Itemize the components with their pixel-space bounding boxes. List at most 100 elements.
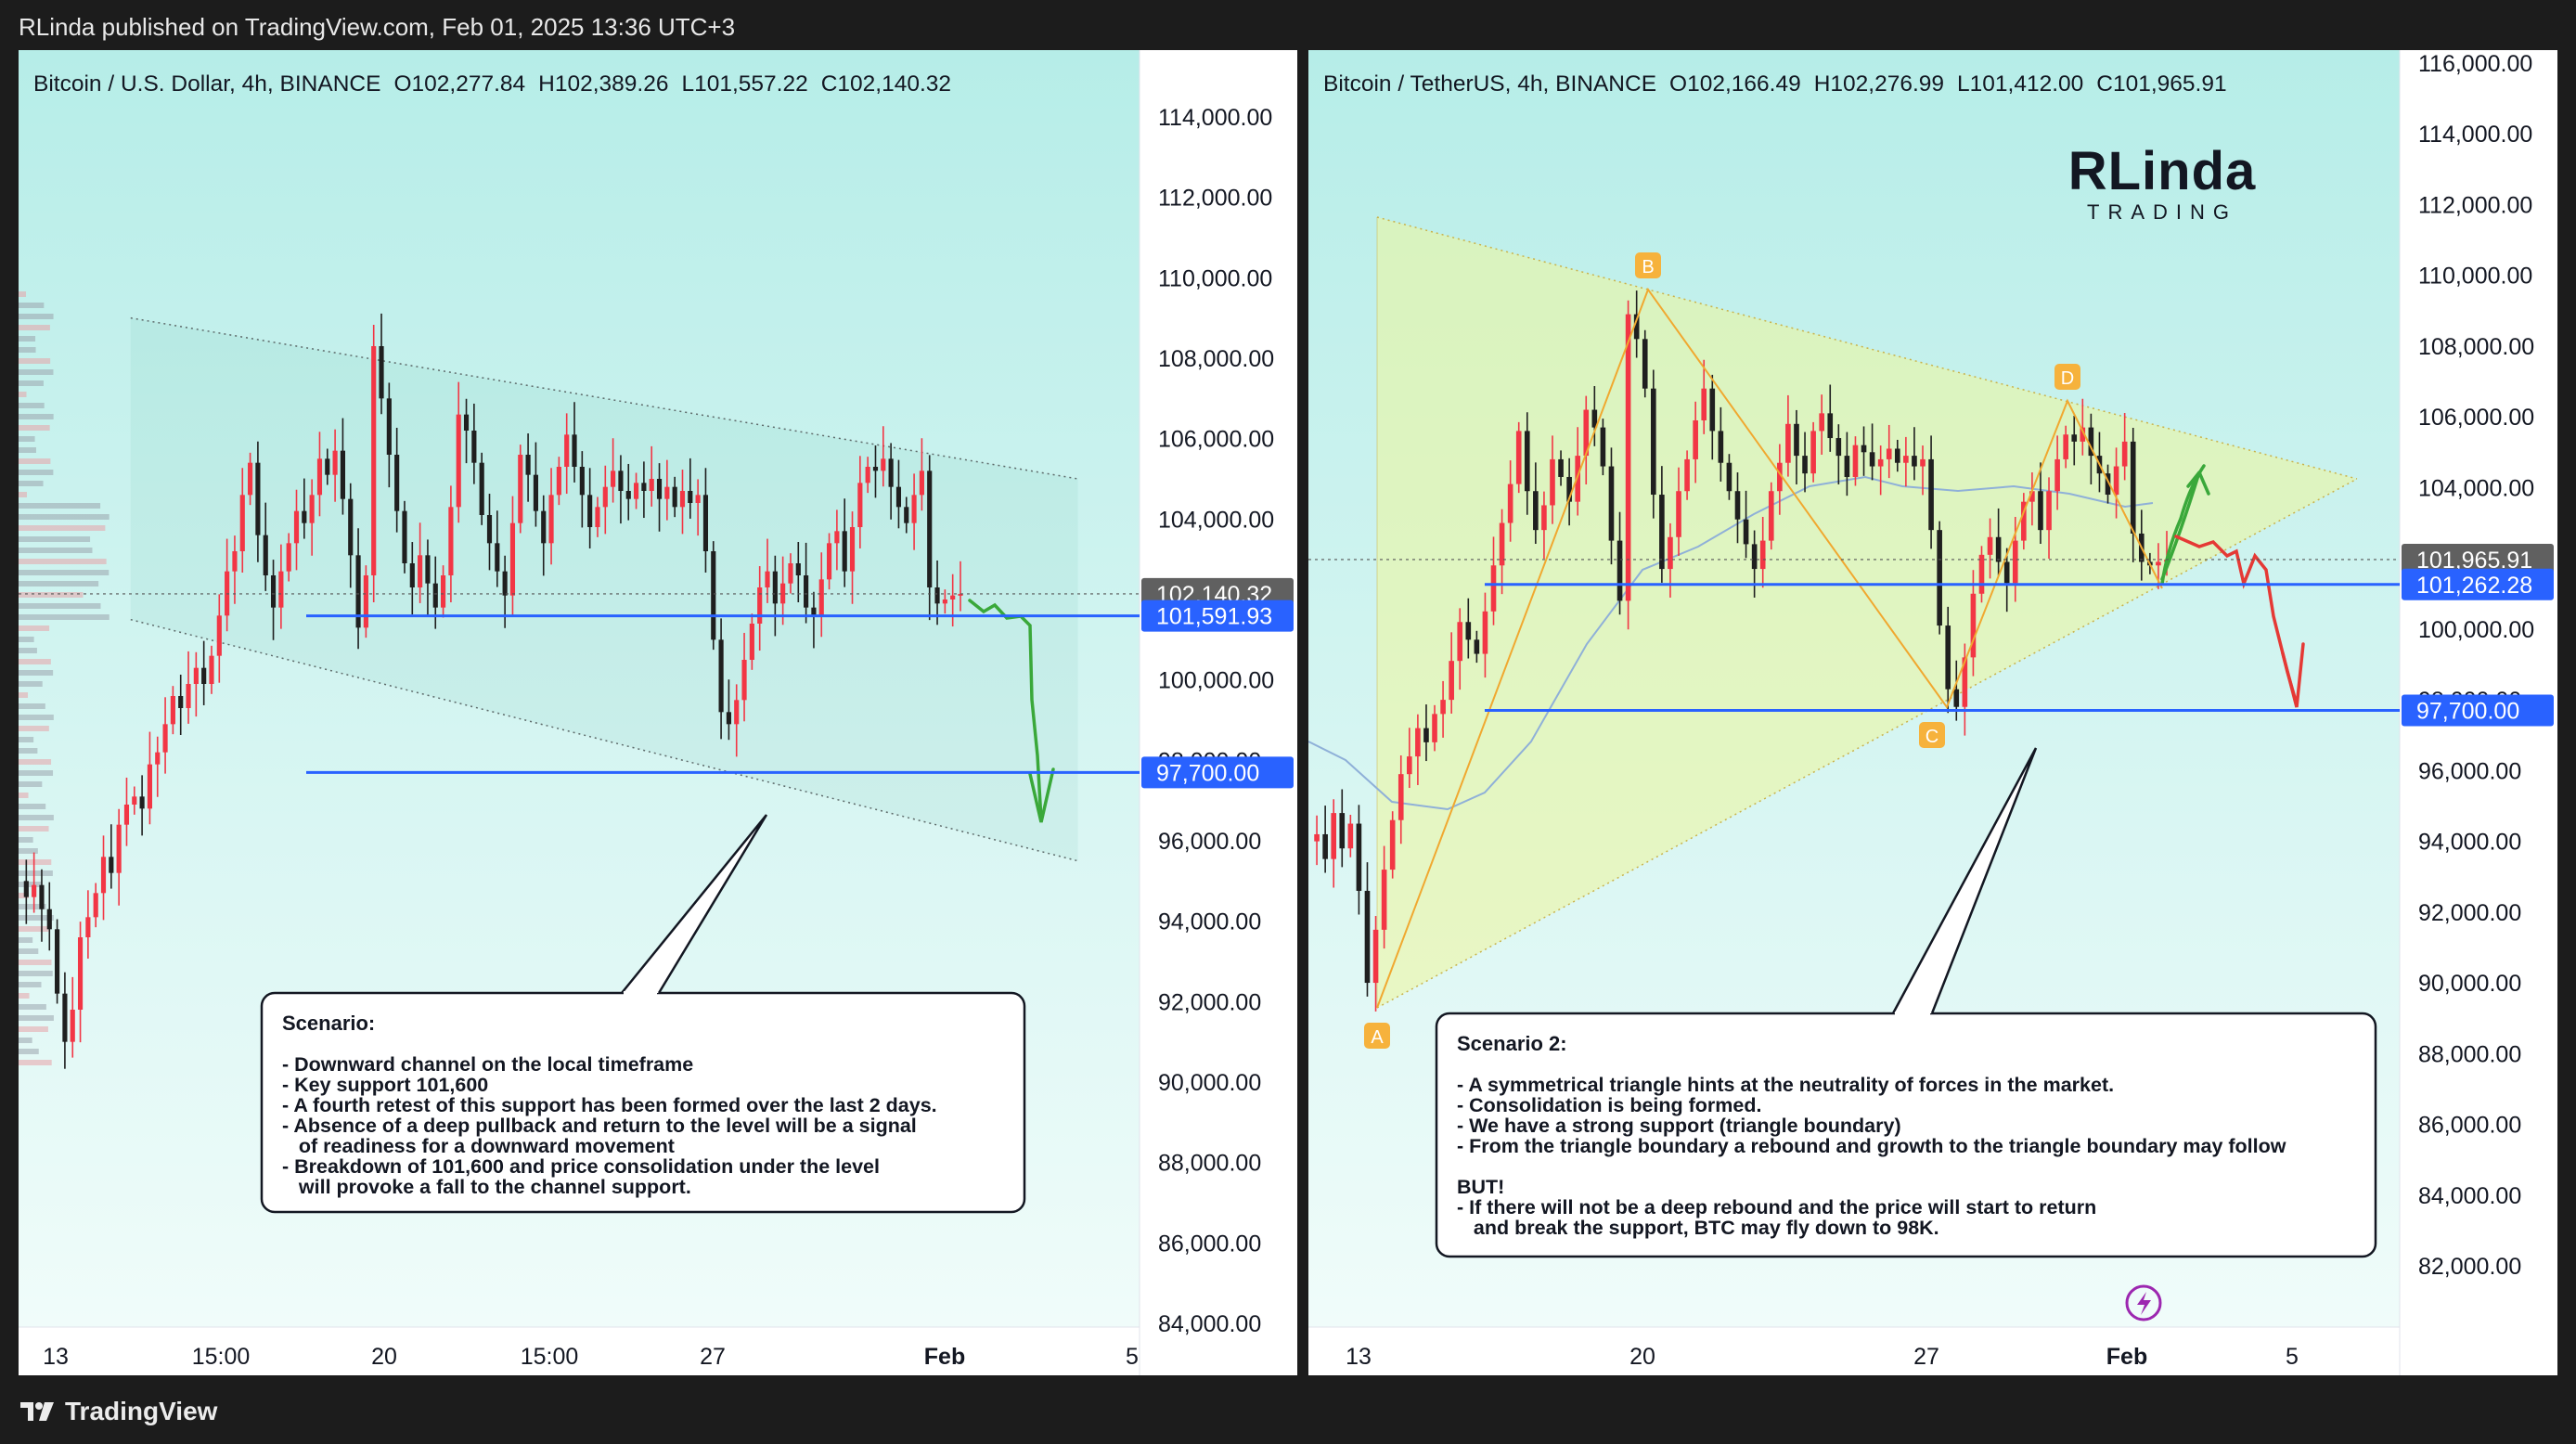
candle-body <box>2003 561 2010 584</box>
y-tick-label: 110,000.00 <box>2418 264 2532 290</box>
candle-body <box>1962 657 1968 707</box>
volume-profile-bar <box>19 380 44 386</box>
candle-body <box>865 467 870 483</box>
candle-body <box>688 491 693 503</box>
y-tick-label: 110,000.00 <box>1158 265 1272 291</box>
candle-body <box>1768 491 1774 541</box>
breakdown-arrowhead <box>2281 642 2305 708</box>
candle-body <box>1827 413 1834 439</box>
candle-body <box>371 346 377 575</box>
candle-body <box>109 857 114 873</box>
volume-profile-bar <box>19 815 54 820</box>
candle-body <box>842 531 847 572</box>
candle-body <box>611 471 616 487</box>
candle-body <box>286 543 291 572</box>
volume-profile-bar <box>19 859 52 865</box>
time-axis-background <box>19 1327 1140 1375</box>
candle-body <box>1415 728 1421 757</box>
footer-bar: TradingView <box>0 1375 2576 1444</box>
candle-body <box>1759 540 1766 570</box>
x-tick-label: 20 <box>1629 1344 1655 1370</box>
candle-body <box>232 551 238 572</box>
volume-profile-bar <box>19 948 39 954</box>
candle-body <box>509 522 516 596</box>
candle-body <box>46 909 52 930</box>
candle-body <box>155 752 161 765</box>
price-tag-label: 101,591.93 <box>1156 604 1272 630</box>
lightning-icon <box>2125 1284 2162 1322</box>
volume-profile-bar <box>19 737 34 742</box>
candle-body <box>270 575 277 608</box>
candle-body <box>1533 491 1539 531</box>
candle-body <box>1777 462 1783 492</box>
candle-body <box>1794 423 1799 457</box>
candle-body <box>1693 419 1698 459</box>
candle-body <box>633 483 639 499</box>
y-tick-label: 94,000.00 <box>2418 830 2521 856</box>
candle-body <box>2046 491 2052 531</box>
candle-body <box>1903 456 1909 463</box>
candle-body <box>1668 536 1673 570</box>
volume-profile-bar <box>19 392 27 397</box>
volume-profile-bar <box>19 692 29 698</box>
candle-body <box>765 571 770 587</box>
candle-body <box>602 486 608 508</box>
candle-body <box>888 458 894 487</box>
candle-body <box>1440 700 1446 715</box>
volume-profile-bar <box>19 625 50 631</box>
rebound-forecast-path <box>2160 464 2206 586</box>
left-chart-panel[interactable]: 114,000.00 112,000.00 110,000.00 108,000.00… <box>19 50 1297 1375</box>
level-price-tag <box>1141 756 1294 789</box>
pattern-point-label: A <box>1371 1027 1384 1048</box>
candle-body <box>664 486 670 499</box>
candle-body <box>1449 661 1454 701</box>
candle-body <box>1490 565 1497 612</box>
candle-body <box>186 684 191 708</box>
y-tick-label: 86,000.00 <box>1158 1231 1261 1257</box>
candle-body <box>1844 456 1850 477</box>
scenario-line: - Downward channel on the local timefram… <box>282 1053 693 1076</box>
x-tick-label: 15:00 <box>521 1344 579 1370</box>
candle-body <box>518 455 523 523</box>
candle-body <box>1364 890 1371 984</box>
candle-body <box>881 458 886 471</box>
pattern-point-badge <box>1364 1023 1390 1049</box>
candle-body <box>541 510 547 544</box>
chart-symbol: Bitcoin / TetherUS, 4h, BINANCE <box>1323 71 1656 97</box>
candle-body <box>495 543 500 572</box>
volume-profile-bar <box>19 781 43 787</box>
volume-profile-bar <box>19 1026 48 1032</box>
candle-body <box>1550 458 1555 506</box>
y-tick-label: 112,000.00 <box>1158 186 1272 212</box>
candle-body <box>1524 431 1530 492</box>
pattern-point-label: C <box>1926 727 1938 747</box>
volume-profile-bar <box>19 325 50 330</box>
candle-body <box>1575 456 1581 502</box>
candle-body <box>139 796 145 809</box>
candle-body <box>1978 554 1985 594</box>
right-chart-svg[interactable]: 116,000.00 114,000.00 112,000.00 110,000.00… <box>1308 50 2557 1375</box>
tradingview-logo[interactable]: TradingView <box>19 1396 217 1427</box>
candle-body <box>1583 409 1590 457</box>
volume-profile-bar <box>19 759 52 765</box>
candle-body <box>595 507 600 527</box>
candle-body <box>147 764 153 809</box>
x-tick-label: 5 <box>2286 1344 2299 1370</box>
volume-profile-bar <box>19 291 26 297</box>
volume-profile-bar <box>19 804 46 809</box>
note-pointer <box>621 814 768 994</box>
candle-body <box>625 491 631 499</box>
volume-profile-bar <box>19 403 45 408</box>
x-tick-label: 13 <box>43 1344 69 1370</box>
volume-profile-bar <box>19 893 30 898</box>
candle-body <box>379 346 384 399</box>
candle-body <box>934 587 940 604</box>
right-chart-panel[interactable]: 116,000.00 114,000.00 112,000.00 110,000.00… <box>1308 50 2557 1375</box>
candle-body <box>2038 491 2043 531</box>
candle-body <box>1734 491 1741 520</box>
scenario-line: BUT! <box>1457 1176 1504 1198</box>
left-chart-svg[interactable]: 114,000.00 112,000.00 110,000.00 108,000.00… <box>19 50 1297 1375</box>
x-tick-label: 27 <box>1913 1344 1939 1370</box>
candle-body <box>1819 413 1824 432</box>
level-price-tag <box>2402 694 2554 727</box>
